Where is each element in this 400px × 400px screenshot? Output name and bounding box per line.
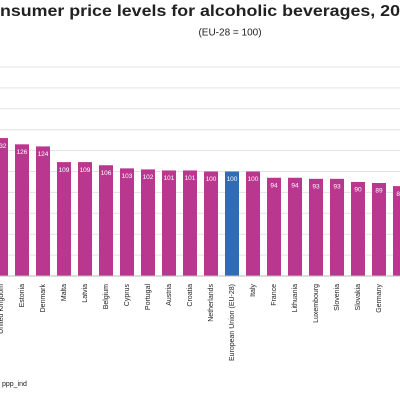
x-tick-label: Latvia <box>82 284 89 303</box>
data-label: 103 <box>122 173 133 180</box>
data-label: 86 <box>396 191 400 198</box>
data-label: 101 <box>185 175 196 182</box>
x-tick-label: European Union (EU-28) <box>229 284 236 361</box>
x-tick-label: France <box>271 284 278 306</box>
bar <box>309 178 323 276</box>
x-tick-label: Cyprus <box>124 284 131 307</box>
x-tick-label: Slovenia <box>334 284 341 311</box>
data-label: 90 <box>354 187 362 194</box>
bar <box>15 144 29 276</box>
bar <box>372 182 386 276</box>
x-tick-label: Luxembourg <box>313 284 320 323</box>
bar <box>0 138 8 276</box>
data-label: 100 <box>248 176 259 183</box>
bar <box>120 168 134 276</box>
bar <box>393 186 400 276</box>
bar <box>36 146 50 276</box>
data-label: 100 <box>227 176 238 183</box>
x-tick-label: Lithuania <box>292 284 299 313</box>
bar <box>351 181 365 276</box>
data-label: 109 <box>59 167 70 174</box>
data-label: 93 <box>312 184 320 191</box>
x-tick-label: Estonia <box>19 284 26 307</box>
bar <box>204 171 218 276</box>
x-tick-label: Belgium <box>103 284 110 309</box>
x-tick-label: Austria <box>166 284 173 306</box>
x-tick-label: Italy <box>250 284 257 297</box>
data-label: 124 <box>38 151 49 158</box>
bar <box>288 177 302 276</box>
bar <box>330 178 344 276</box>
data-label: 89 <box>375 188 383 195</box>
source: ppp_ind <box>2 381 27 388</box>
x-tick-label: Denmark <box>40 284 47 313</box>
x-tick-label: Netherlands <box>208 284 215 322</box>
data-label: 94 <box>270 182 278 189</box>
data-label: 101 <box>164 175 175 182</box>
x-tick-label: Malta <box>61 284 68 301</box>
data-label: 132 <box>0 143 7 150</box>
data-label: 100 <box>206 176 217 183</box>
bar <box>183 170 197 276</box>
bar <box>267 177 281 276</box>
bar <box>99 165 113 276</box>
x-tick-label: Germany <box>376 284 383 313</box>
data-label: 93 <box>333 184 341 191</box>
data-label: 106 <box>101 170 112 177</box>
x-tick-label: Slovakia <box>355 284 362 311</box>
bar <box>78 162 92 276</box>
chart-title: nsumer price levels for alcoholic bevera… <box>0 3 400 20</box>
data-label: 109 <box>80 167 91 174</box>
x-tick-label: United Kingdom <box>0 284 5 334</box>
bar <box>246 171 260 276</box>
bar <box>225 171 239 276</box>
x-tick-label: Croatia <box>187 284 194 307</box>
chart-subtitle: (EU-28 = 100) <box>198 28 261 39</box>
data-label: 94 <box>291 182 299 189</box>
bar <box>57 162 71 276</box>
data-label: 126 <box>17 149 28 156</box>
bar <box>162 170 176 276</box>
x-tick-label: Portugal <box>145 284 152 311</box>
bar <box>141 169 155 276</box>
data-label: 102 <box>143 174 154 181</box>
